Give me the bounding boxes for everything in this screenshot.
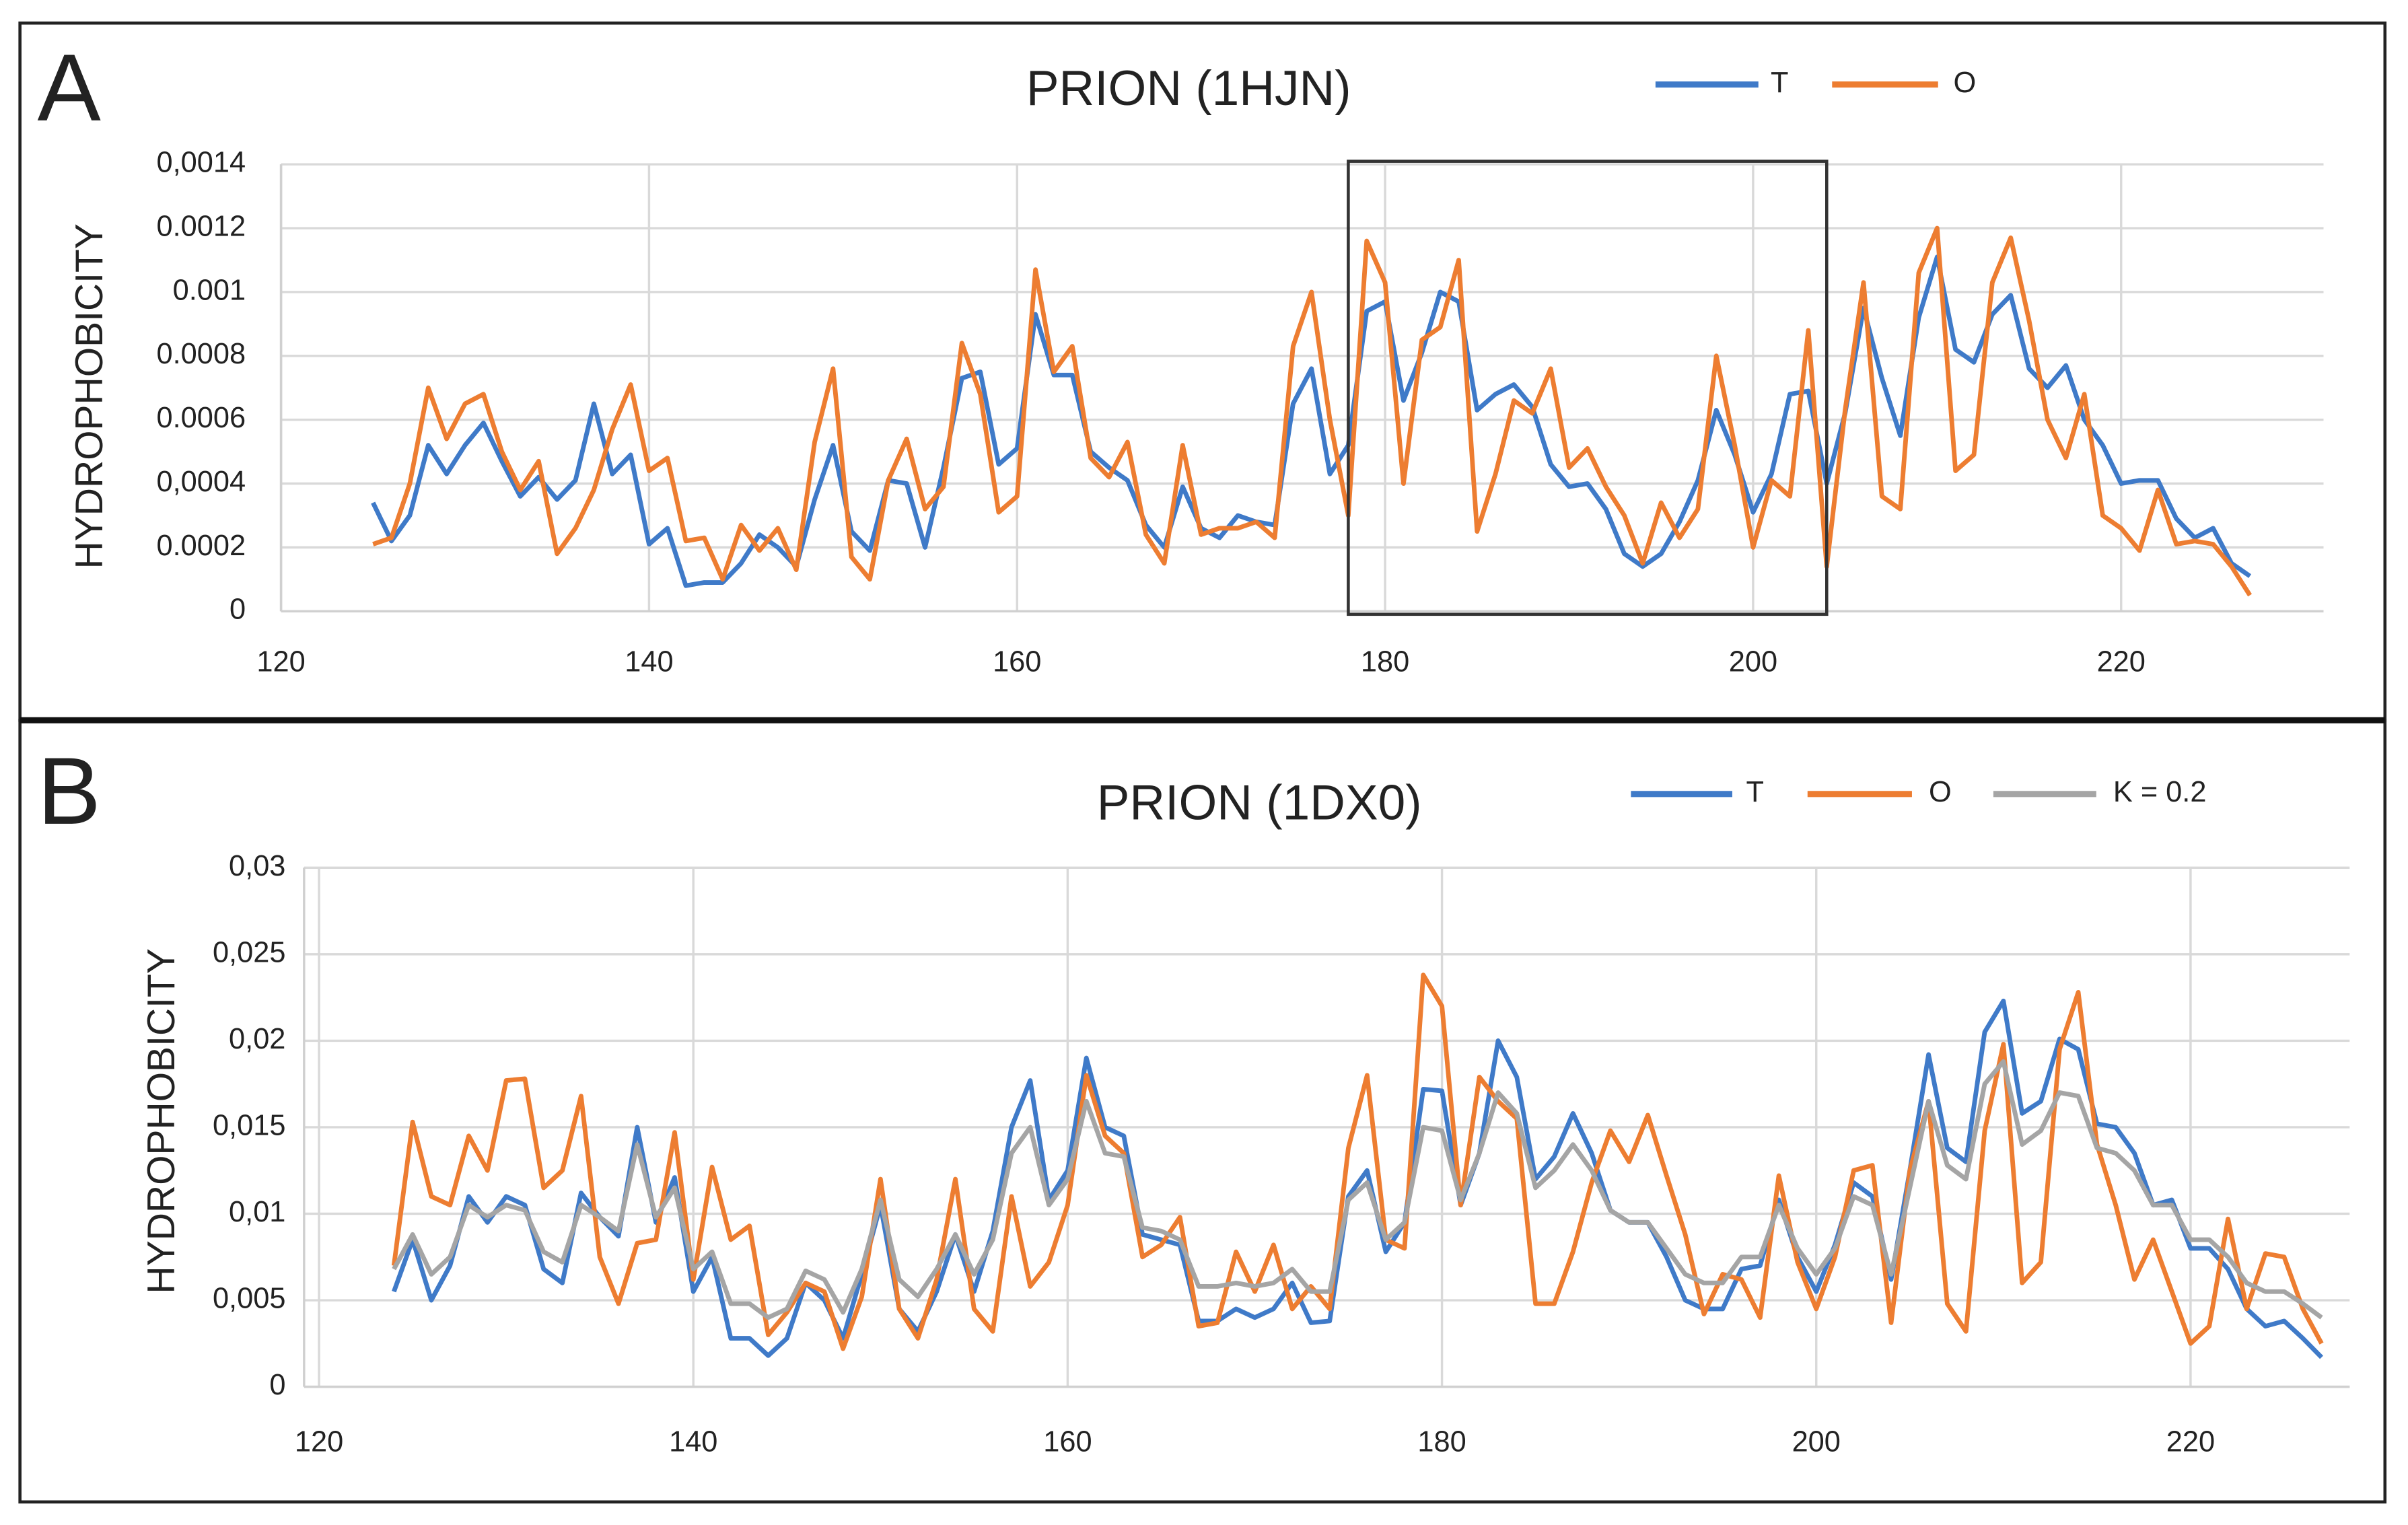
- x-tick-label: 120: [295, 1425, 343, 1458]
- legend-label: K = 0.2: [2113, 776, 2207, 808]
- y-tick-label: 0,025: [213, 936, 285, 968]
- y-tick-label: 0,015: [213, 1109, 285, 1141]
- legend-label: T: [1746, 776, 1764, 808]
- x-tick-label: 220: [2166, 1425, 2215, 1458]
- y-tick-label: 0.0008: [157, 338, 246, 370]
- x-tick-label: 180: [1361, 645, 1409, 678]
- legend-label: O: [1929, 776, 1952, 808]
- x-tick-label: 220: [2097, 645, 2146, 678]
- data-line: [372, 225, 2253, 597]
- y-tick-label: 0.001: [173, 274, 246, 306]
- x-tick-label: 140: [625, 645, 673, 678]
- legend-label: O: [1954, 67, 1977, 99]
- y-tick-label: 0.0012: [157, 211, 246, 243]
- y-tick-label: 0.0006: [157, 402, 246, 434]
- highlight-box: [1347, 159, 1829, 616]
- x-tick-label: 200: [1729, 645, 1777, 678]
- x-tick-label: 120: [256, 645, 305, 678]
- data-line: [392, 1059, 2323, 1320]
- x-tick-label: 160: [1043, 1425, 1092, 1458]
- y-tick-label: 0,0014: [157, 147, 246, 179]
- x-tick-label: 180: [1417, 1425, 1466, 1458]
- x-tick-label: 200: [1792, 1425, 1841, 1458]
- panel-label: B: [38, 738, 101, 844]
- y-tick-label: 0,03: [229, 850, 285, 882]
- chart-title: PRION (1DX0): [1097, 775, 1422, 830]
- y-tick-label: 0: [269, 1369, 285, 1401]
- chart-title: PRION (1HJN): [1026, 61, 1351, 116]
- y-axis-label: HYDROPHOBICITY: [68, 223, 111, 569]
- y-tick-label: 0,02: [229, 1023, 285, 1055]
- y-tick-label: 0: [229, 594, 246, 626]
- y-tick-label: 0,01: [229, 1196, 285, 1228]
- y-tick-label: 0.0002: [157, 530, 246, 562]
- y-tick-label: 0,0004: [157, 466, 246, 498]
- panel-label: A: [38, 34, 102, 141]
- data-line: [391, 972, 2324, 1351]
- y-tick-label: 0,005: [213, 1282, 285, 1314]
- x-tick-label: 160: [993, 645, 1041, 678]
- data-line: [392, 998, 2324, 1359]
- y-axis-label: HYDROPHOBICITY: [140, 948, 183, 1293]
- x-tick-label: 140: [669, 1425, 717, 1458]
- legend-label: T: [1771, 67, 1788, 99]
- panel-frame: [18, 718, 2387, 1504]
